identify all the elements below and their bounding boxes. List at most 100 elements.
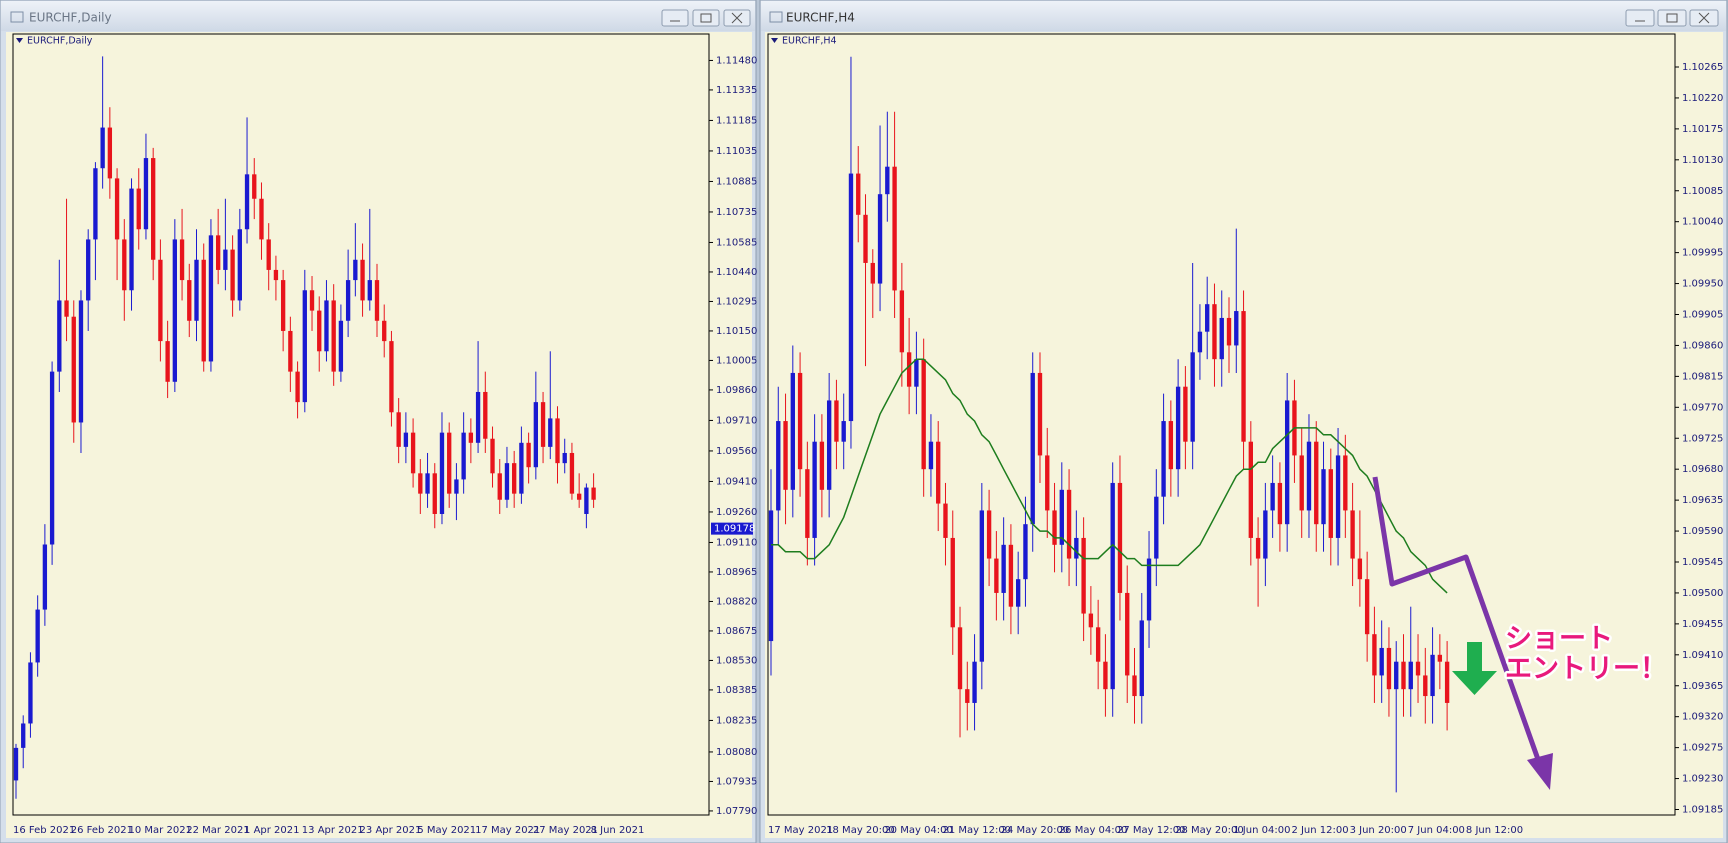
candle-body — [841, 421, 846, 442]
candle-body — [1234, 311, 1239, 346]
x-tick-label: 26 May 04:00 — [1059, 825, 1128, 836]
down-arrow-shaft — [1467, 642, 1482, 672]
candle-body — [950, 537, 955, 628]
minimize-button[interactable] — [661, 9, 689, 27]
candle-body — [324, 300, 329, 352]
candle-body — [114, 178, 120, 240]
candle-body — [526, 442, 531, 468]
title-bar — [761, 1, 1726, 31]
title-bar — [1, 1, 755, 31]
candle-body — [331, 300, 336, 372]
window-title: EURCHF,Daily — [29, 11, 112, 25]
candle-body — [1001, 544, 1006, 593]
candle-body — [107, 127, 113, 179]
candle-body — [972, 661, 977, 703]
candle-body — [957, 627, 963, 690]
candle-body — [418, 473, 423, 494]
candle-body — [454, 479, 459, 494]
candle-body — [1045, 455, 1050, 511]
candle-body — [42, 544, 48, 610]
maximize-button[interactable] — [692, 9, 720, 27]
candle-body — [1408, 661, 1413, 690]
candle-body — [892, 166, 897, 291]
y-tick-label: 1.09950 — [1682, 279, 1723, 290]
candle-body — [483, 391, 488, 439]
y-tick-label: 1.09230 — [1682, 774, 1723, 785]
candle-body — [136, 188, 141, 230]
candle-body — [439, 432, 445, 514]
candle-body — [1125, 592, 1130, 676]
x-tick-label: 13 Apr 2021 — [302, 825, 364, 836]
menu-triangle[interactable] — [16, 38, 23, 43]
y-tick-label: 1.09500 — [1682, 588, 1723, 599]
y-tick-label: 1.11035 — [716, 146, 757, 157]
candle-body — [172, 239, 178, 382]
candle-body — [295, 371, 300, 403]
y-tick-label: 1.08530 — [716, 655, 757, 666]
candle-body — [805, 469, 810, 538]
x-tick-label: 27 May 12:00 — [1117, 825, 1186, 836]
candle-body — [129, 188, 134, 291]
marks: 1.11480 1.11335 1.11185 1.11035 1.10885 1.107… — [13, 55, 1723, 836]
candle-body — [179, 239, 185, 281]
candle-body — [914, 359, 919, 387]
candle-body — [1314, 441, 1319, 525]
candle-body — [797, 372, 803, 470]
y-tick-label: 1.09860 — [716, 385, 757, 396]
y-tick-label: 1.09110 — [716, 537, 757, 548]
candle-body — [965, 689, 970, 703]
candle-body — [1415, 661, 1421, 676]
annotation: エントリー！ — [1505, 654, 1667, 685]
y-tick-label: 1.10040 — [1682, 217, 1723, 228]
candle-body — [863, 214, 868, 263]
y-tick-label: 1.09725 — [1682, 433, 1723, 444]
candle-body — [856, 173, 861, 215]
candle-body — [425, 473, 430, 494]
candle-body — [288, 330, 293, 372]
candle-body — [936, 441, 941, 504]
trend-arrow — [1372, 476, 1543, 766]
maximize-button[interactable] — [1657, 9, 1687, 27]
y-tick-label: 1.09275 — [1682, 743, 1723, 754]
candle-body — [1219, 317, 1224, 360]
candle-body — [994, 558, 999, 593]
y-tick-label: 1.09710 — [716, 415, 757, 426]
candle-body — [812, 441, 817, 538]
x-tick-label: 18 May 20:00 — [826, 825, 895, 836]
candle-body — [1241, 311, 1246, 442]
y-tick-label: 1.09860 — [1682, 340, 1723, 351]
candle-body — [768, 510, 774, 642]
y-tick-label: 1.09410 — [1682, 650, 1723, 661]
y-tick-label: 1.07790 — [716, 806, 757, 817]
candle-body — [86, 239, 91, 301]
candle-body — [237, 229, 242, 301]
candle-body — [1394, 661, 1399, 690]
candle-body — [877, 194, 883, 284]
candle-body — [223, 249, 228, 270]
candle-body — [1321, 469, 1326, 525]
candle-body — [1088, 613, 1094, 628]
candle-body — [1023, 524, 1028, 580]
candle-body — [569, 452, 575, 494]
menu-triangle[interactable] — [771, 38, 778, 43]
window-icon — [10, 11, 24, 23]
candle-body — [1190, 352, 1195, 442]
minimize-button[interactable] — [1625, 9, 1655, 27]
candle-body — [353, 259, 358, 281]
candle-body — [1030, 372, 1035, 525]
y-tick-label: 1.08820 — [716, 596, 757, 607]
y-tick-label: 1.10885 — [716, 176, 757, 187]
window-icon — [769, 11, 783, 23]
candle-body — [1212, 304, 1217, 360]
candle-body — [35, 609, 40, 663]
candle-body — [591, 487, 596, 500]
candle-body — [201, 259, 206, 362]
candle-body — [49, 371, 55, 545]
candle-body — [790, 372, 795, 490]
y-tick-label: 1.09995 — [1682, 248, 1723, 259]
x-tick-label: 5 May 2021 — [417, 825, 476, 836]
candle-body — [1168, 421, 1174, 470]
candle-body — [1037, 372, 1043, 456]
candle-body — [1226, 317, 1232, 346]
